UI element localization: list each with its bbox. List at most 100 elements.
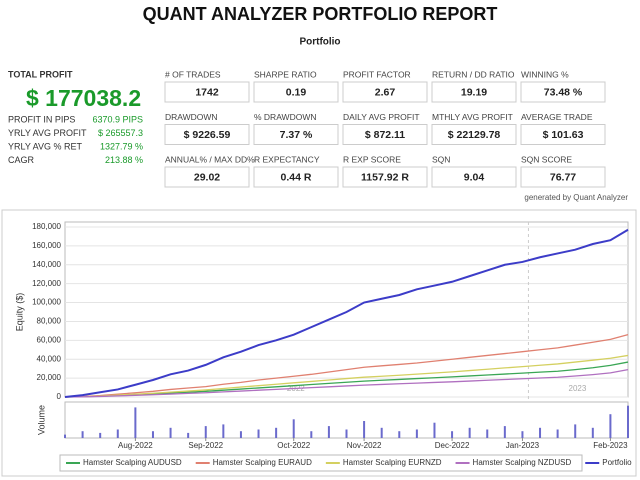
volume-bar xyxy=(415,429,418,438)
stat-label: DAILY AVG PROFIT xyxy=(343,112,420,122)
volume-bar xyxy=(239,431,242,438)
stat-box xyxy=(431,81,517,103)
y-tick-label: 140,000 xyxy=(32,260,61,269)
volume-bar xyxy=(134,407,137,438)
volume-bar xyxy=(327,426,330,438)
stat-box xyxy=(164,124,250,145)
y-tick-label: 180,000 xyxy=(32,222,61,231)
stat-label: SQN SCORE xyxy=(521,154,572,164)
stat-label: R EXPECTANCY xyxy=(254,154,320,164)
stat-box xyxy=(431,166,517,188)
x-tick-label: Oct-2022 xyxy=(277,441,310,450)
x-tick-label: Jan-2023 xyxy=(506,441,540,450)
summary-label: YRLY AVG % RET xyxy=(8,141,83,151)
stat-label: RETURN / DD RATIO xyxy=(432,69,515,79)
stat-label: DRAWDOWN xyxy=(165,112,218,122)
legend-label: Hamster Scalping AUDUSD xyxy=(83,458,182,467)
stat-label: MTHLY AVG PROFIT xyxy=(432,112,513,122)
summary-value: 1327.79 % xyxy=(100,141,143,151)
volume-bar xyxy=(275,427,278,438)
legend-label: Hamster Scalping EURAUD xyxy=(213,458,312,467)
stat-label: AVERAGE TRADE xyxy=(521,112,593,122)
y-tick-label: 80,000 xyxy=(37,317,62,326)
plot-area xyxy=(64,221,629,398)
volume-bar xyxy=(151,431,154,438)
stat-value: 29.02 xyxy=(194,171,220,183)
stat-value: 0.44 R xyxy=(281,171,312,183)
volume-bar xyxy=(574,424,577,438)
volume-bar xyxy=(380,427,383,438)
stat-value: 7.37 % xyxy=(280,129,313,141)
stat-box xyxy=(164,166,250,188)
volume-bar xyxy=(556,429,559,438)
summary-label: PROFIT IN PIPS xyxy=(8,114,75,124)
legend-label: Hamster Scalping NZDUSD xyxy=(473,458,572,467)
volume-label: Volume xyxy=(36,405,46,435)
stat-box xyxy=(253,124,339,145)
summary-value: $ 265557.3 xyxy=(98,128,143,138)
report-title: QUANT ANALYZER PORTFOLIO REPORT xyxy=(143,4,498,24)
volume-bar xyxy=(187,432,190,438)
volume-bar xyxy=(257,429,260,438)
volume-bar xyxy=(64,434,66,438)
stat-value: 2.67 xyxy=(375,86,396,98)
volume-bar xyxy=(398,431,401,438)
volume-bar xyxy=(451,431,454,438)
summary-label: YRLY AVG PROFIT xyxy=(8,128,87,138)
stat-value: 9.04 xyxy=(464,171,485,183)
volume-bar xyxy=(222,424,225,438)
volume-bar xyxy=(486,429,489,438)
stat-box xyxy=(342,166,428,188)
summary-value: 213.88 % xyxy=(105,155,143,165)
equity-line xyxy=(64,334,629,398)
volume-bar xyxy=(204,426,207,438)
stat-value: 1742 xyxy=(195,86,219,98)
volume-bar xyxy=(363,421,366,438)
report-subtitle: Portfolio xyxy=(299,37,340,48)
stat-value: 73.48 % xyxy=(544,86,583,98)
stat-value: $ 9226.59 xyxy=(184,129,231,141)
total-profit-value: $ 177038.2 xyxy=(26,85,141,111)
stat-box xyxy=(520,124,606,145)
legend-box xyxy=(59,454,583,472)
stat-label: PROFIT FACTOR xyxy=(343,69,411,79)
volume-bar xyxy=(627,405,629,438)
volume-bar xyxy=(521,431,524,438)
volume-bar xyxy=(468,427,471,438)
stat-label: R EXP SCORE xyxy=(343,154,401,164)
stat-value: $ 101.63 xyxy=(543,129,584,141)
legend-label: Portfolio xyxy=(602,458,632,467)
stat-value: $ 872.11 xyxy=(365,129,405,141)
volume-bar xyxy=(539,427,542,438)
x-tick-label: Feb-2023 xyxy=(593,441,628,450)
total-profit-label: TOTAL PROFIT xyxy=(8,69,73,79)
equity-line xyxy=(64,361,629,398)
volume-bar xyxy=(503,426,506,438)
x-tick-label: Dec-2022 xyxy=(435,441,470,450)
year-label: 2023 xyxy=(569,384,587,393)
y-tick-label: 40,000 xyxy=(37,354,62,363)
stat-label: SHARPE RATIO xyxy=(254,69,317,79)
volume-bar xyxy=(591,427,594,438)
y-tick-label: 100,000 xyxy=(32,298,61,307)
summary-value: 6370.9 PIPS xyxy=(92,114,143,124)
equity-line xyxy=(64,354,629,398)
equity-line xyxy=(64,368,629,398)
stat-box xyxy=(164,81,250,103)
volume-bar xyxy=(81,431,84,438)
stat-box xyxy=(520,166,606,188)
stat-label: WINNING % xyxy=(521,69,569,79)
volume-bar xyxy=(169,427,172,438)
y-axis-label: Equity ($) xyxy=(14,293,24,332)
volume-bar xyxy=(116,429,119,438)
stat-box xyxy=(342,124,428,145)
y-tick-label: 120,000 xyxy=(32,279,61,288)
stat-box xyxy=(520,81,606,103)
stat-value: 76.77 xyxy=(550,171,576,183)
stat-value: 19.19 xyxy=(461,86,487,98)
y-tick-label: 60,000 xyxy=(37,335,62,344)
footnote: generated by Quant Analyzer xyxy=(524,193,628,202)
volume-bar xyxy=(433,422,436,438)
stat-box xyxy=(431,124,517,145)
